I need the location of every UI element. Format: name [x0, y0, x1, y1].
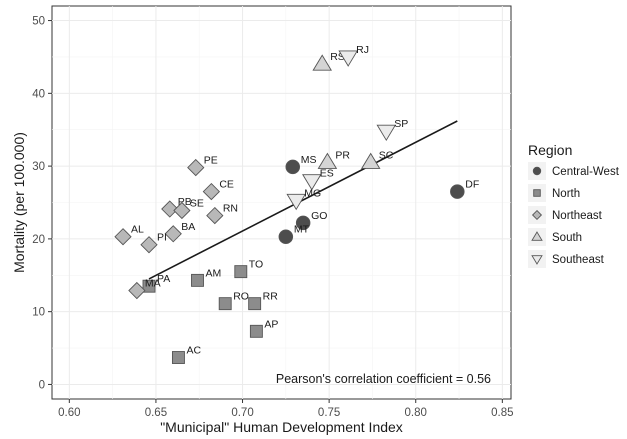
point-label-mg: MG [304, 187, 321, 199]
y-tick-label: 50 [32, 16, 45, 28]
legend-label: Southeast [552, 254, 605, 266]
point-label-sc: SC [379, 149, 394, 161]
point-label-se: SE [190, 198, 204, 210]
point-label-pa: PA [157, 273, 170, 285]
point-label-ro: RO [233, 291, 249, 303]
legend-label: Northeast [552, 210, 603, 222]
point-label-rr: RR [263, 291, 279, 303]
x-tick-label: 0.70 [231, 407, 253, 419]
point-label-sp: SP [394, 118, 408, 130]
data-point-ap [249, 324, 263, 338]
data-point-pe [187, 158, 205, 177]
data-point-sc [360, 152, 381, 169]
data-point-al [114, 228, 132, 246]
y-tick-label: 20 [32, 234, 45, 246]
data-point-am [191, 273, 204, 287]
data-point-rs [312, 54, 332, 71]
data-point-rj [338, 50, 358, 67]
data-point-ms [285, 159, 301, 175]
axes: 0.60 0.65 0.70 0.75 0.80 0.85 0 10 20 30 40 50 [32, 16, 513, 419]
point-label-es: ES [320, 168, 334, 180]
data-point-sp [376, 124, 397, 142]
point-label-ac: AC [186, 345, 201, 357]
data-point-ro [218, 297, 232, 311]
x-axis-title: "Municipal" Human Development Index [160, 419, 403, 435]
data-point-mg [286, 193, 307, 211]
point-label-pi: PI [157, 232, 167, 244]
point-label-pe: PE [204, 155, 218, 167]
data-point-mt [278, 229, 294, 244]
data-point-rn [206, 206, 224, 225]
y-tick-label: 40 [32, 88, 45, 100]
point-label-pr: PR [335, 149, 350, 161]
data-point-pi [140, 236, 158, 254]
x-tick-label: 0.75 [318, 407, 340, 419]
x-tick-label: 0.80 [405, 407, 427, 419]
legend-marker-northeast [531, 209, 543, 221]
x-tick-label: 0.60 [58, 407, 80, 419]
point-label-df: DF [465, 179, 479, 191]
point-label-rj: RJ [356, 44, 369, 56]
data-point-ma [128, 281, 146, 300]
legend-title: Region [528, 142, 572, 158]
point-label-ap: AP [264, 318, 278, 330]
data-point-se [173, 201, 191, 220]
point-label-rn: RN [223, 203, 238, 215]
legend: Region Central-West North Northeast South So… [528, 142, 620, 268]
x-tick-label: 0.65 [145, 407, 167, 419]
point-label-al: AL [131, 224, 144, 236]
data-point-ac [171, 351, 185, 364]
legend-label: South [552, 232, 582, 244]
point-label-am: AM [205, 267, 221, 279]
y-tick-label: 0 [39, 379, 45, 391]
legend-marker-southeast [531, 255, 543, 265]
y-axis-title: Mortality (per 100.000) [11, 132, 27, 273]
data-point-pr [317, 152, 338, 169]
point-label-ma: MA [145, 278, 161, 290]
data-point-pa [142, 279, 156, 293]
trend-line-group [148, 120, 458, 280]
point-label-go: GO [311, 210, 327, 222]
trend-line [148, 120, 458, 280]
data-point-to [234, 265, 248, 279]
legend-label: Central-West [552, 166, 620, 178]
point-label-ce: CE [219, 179, 234, 191]
y-tick-label: 30 [32, 161, 45, 173]
data-point-pb [161, 200, 179, 218]
point-label-mt: MT [294, 224, 310, 236]
point-label-ba: BA [181, 221, 195, 233]
y-tick-label: 10 [32, 307, 45, 319]
point-label-to: TO [249, 259, 263, 271]
data-point-es [302, 174, 322, 191]
data-point-go [295, 215, 311, 231]
legend-marker-north [533, 189, 541, 197]
legend-marker-south [531, 231, 543, 241]
correlation-annotation: Pearson's correlation coefficient = 0.56 [276, 372, 491, 386]
data-point-rr [248, 297, 262, 311]
legend-marker-central-west [532, 166, 542, 176]
legend-label: North [552, 188, 580, 200]
data-point-ba [164, 225, 182, 243]
x-tick-label: 0.85 [491, 407, 513, 419]
point-label-ms: MS [301, 154, 317, 166]
data-point-df [450, 184, 465, 199]
data-point-ce [202, 182, 220, 201]
